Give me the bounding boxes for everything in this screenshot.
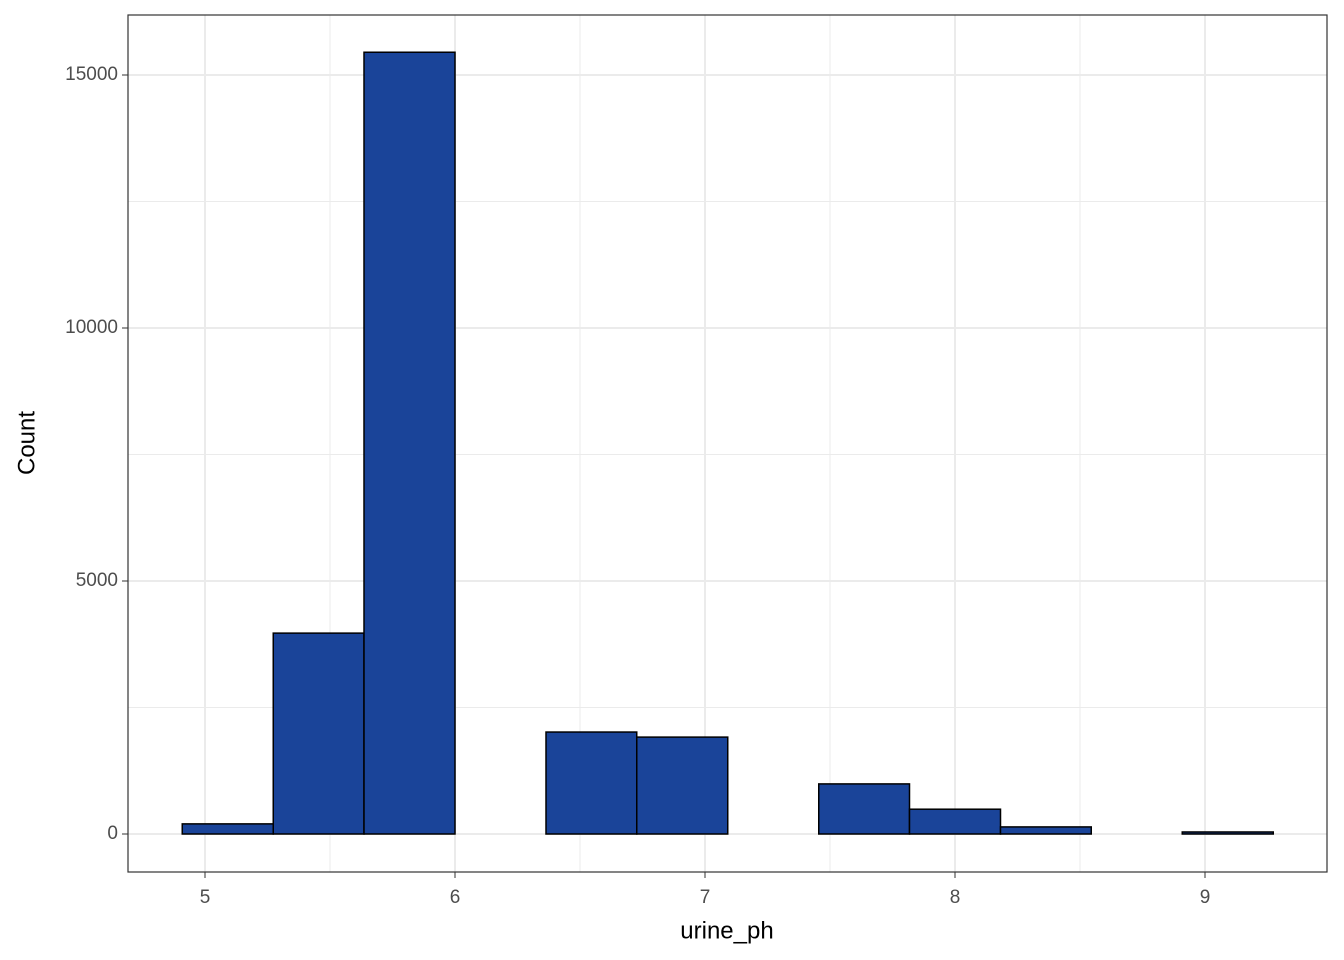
bar	[818, 783, 911, 835]
bar	[636, 736, 729, 835]
bar	[363, 51, 456, 835]
bar	[545, 731, 638, 835]
bar	[181, 823, 274, 835]
x-tick-label: 8	[950, 887, 961, 908]
bar	[1181, 831, 1274, 835]
x-tick-label: 7	[700, 887, 711, 908]
bar	[908, 808, 1002, 835]
y-tick-label: 10000	[65, 317, 118, 338]
y-tick-label: 5000	[76, 570, 118, 591]
x-tick-label: 5	[200, 887, 211, 908]
panel-border	[127, 14, 1328, 873]
y-tick-label: 15000	[65, 64, 118, 85]
bar	[999, 826, 1092, 835]
x-tick-label: 6	[450, 887, 461, 908]
y-axis-title: Count	[13, 411, 40, 475]
bar	[272, 632, 365, 835]
x-axis-title: urine_ph	[680, 917, 773, 944]
y-tick-label: 0	[107, 823, 118, 844]
x-tick-label: 9	[1200, 887, 1211, 908]
